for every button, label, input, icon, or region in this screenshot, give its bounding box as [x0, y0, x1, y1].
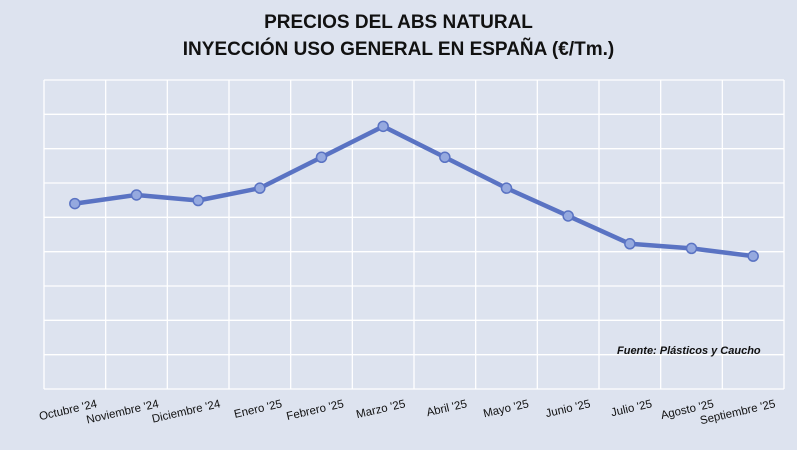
x-tick-label: Diciembre '24 [151, 398, 222, 426]
data-point [315, 151, 328, 163]
x-tick-label: Marzo '25 [355, 398, 407, 421]
x-tick-label: Enero '25 [233, 398, 283, 421]
x-tick-label: Abril '25 [425, 398, 468, 419]
data-point [377, 120, 389, 133]
x-tick-label: Junio '25 [544, 398, 591, 420]
chart-title-line2: INYECCIÓN USO GENERAL EN ESPAÑA (€/Tm.) [182, 39, 615, 60]
data-point [439, 151, 451, 163]
data-point [69, 197, 81, 210]
x-tick-label: Mayo '25 [482, 398, 530, 420]
data-point [747, 250, 759, 262]
data-point [500, 182, 513, 194]
series-line [72, 124, 756, 259]
chart-title-line1: PRECIOS DEL ABS NATURAL [264, 12, 533, 33]
x-tick-label: Julio '25 [610, 398, 653, 419]
data-point [685, 242, 698, 255]
x-tick-label: Febrero '25 [285, 398, 345, 423]
data-point [254, 182, 266, 194]
x-tick-label: Noviembre '24 [85, 398, 160, 426]
data-point [562, 210, 574, 222]
data-point [624, 238, 636, 250]
source-note: Fuente: Plásticos y Caucho [617, 345, 761, 357]
data-point [192, 194, 204, 207]
data-point [130, 189, 143, 201]
